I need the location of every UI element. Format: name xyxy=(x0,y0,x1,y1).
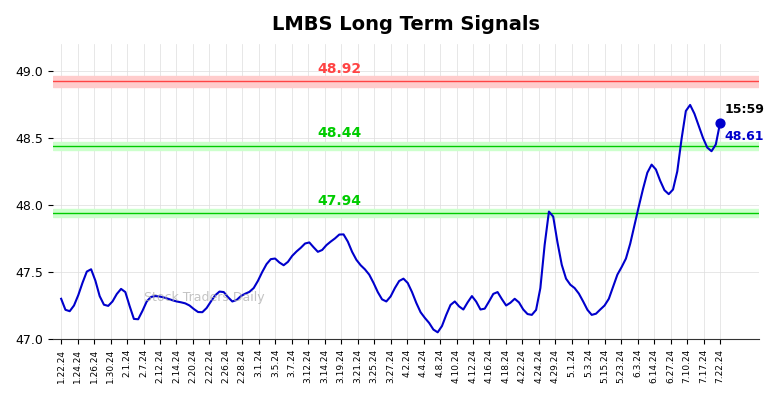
Bar xyxy=(53,76,759,87)
Point xyxy=(713,120,726,126)
Bar xyxy=(53,209,759,217)
Title: LMBS Long Term Signals: LMBS Long Term Signals xyxy=(271,15,539,34)
Text: 48.61: 48.61 xyxy=(724,130,764,143)
Text: 15:59: 15:59 xyxy=(724,103,764,116)
Bar xyxy=(53,142,759,150)
Text: 47.94: 47.94 xyxy=(318,193,361,207)
Text: 48.44: 48.44 xyxy=(318,127,361,140)
Text: Stock Traders Daily: Stock Traders Daily xyxy=(144,291,265,304)
Text: 48.92: 48.92 xyxy=(318,62,361,76)
